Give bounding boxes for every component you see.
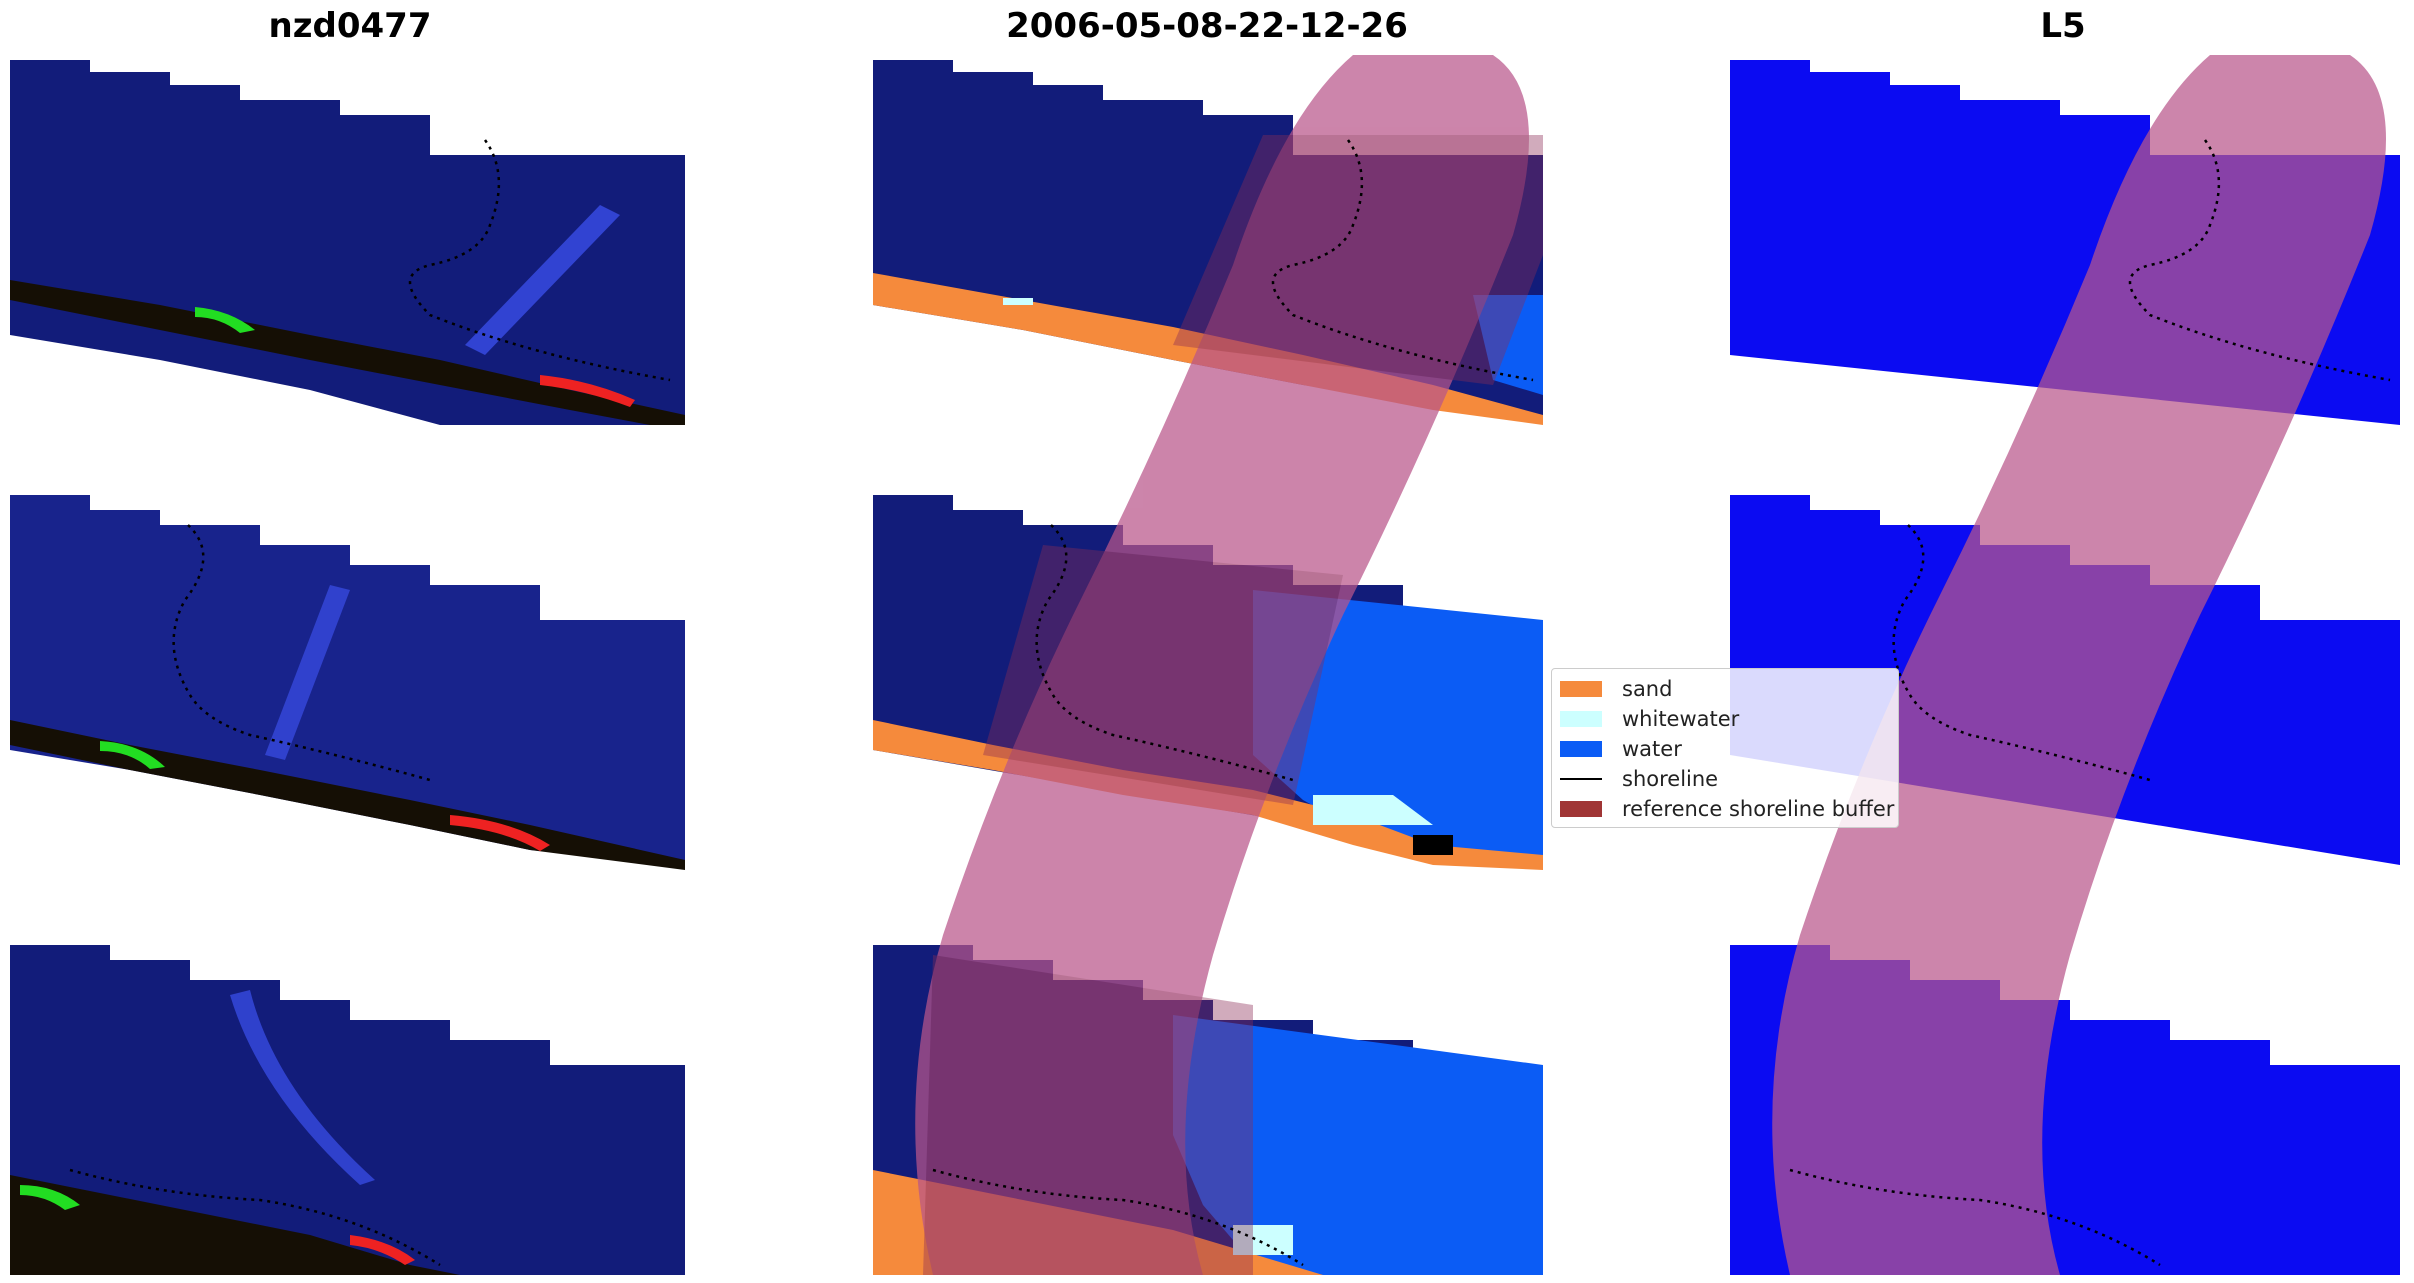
legend-label-sand: sand (1622, 677, 1673, 701)
rgb-strip-bottom (10, 945, 685, 1275)
legend-item-whitewater: whitewater (1560, 705, 1739, 733)
legend-item-water: water (1560, 735, 1682, 763)
reference-shoreline-buffer (915, 55, 1543, 1275)
shoreline-line-swatch (1560, 778, 1602, 780)
whitewater-swatch (1560, 711, 1602, 727)
legend-item-reference-shoreline-buffer: reference shoreline buffer (1560, 795, 1894, 823)
buffer-swatch (1560, 801, 1602, 817)
legend-item-sand: sand (1560, 675, 1672, 703)
l5-mndwi-panel (1730, 55, 2400, 1275)
water-swatch (1560, 741, 1602, 757)
panel-title-right: L5 (2040, 6, 2086, 46)
classified-image-panel (873, 55, 1543, 1275)
rgb-image-panel (10, 60, 685, 1275)
legend-label-shoreline: shoreline (1622, 767, 1719, 791)
classified-shoreline (932, 139, 1534, 1267)
sand-swatch (1560, 681, 1602, 697)
legend: sand whitewater water shoreline referenc… (1551, 668, 1899, 828)
rgb-strip-top (10, 60, 685, 425)
legend-label-whitewater: whitewater (1622, 707, 1740, 731)
legend-item-shoreline: shoreline (1560, 765, 1718, 793)
legend-label-water: water (1622, 737, 1682, 761)
l5-shoreline (1789, 139, 2391, 1267)
legend-label-buffer: reference shoreline buffer (1622, 797, 1895, 821)
panel-title-middle: 2006-05-08-22-12-26 (1006, 6, 1408, 46)
panel-title-left: nzd0477 (268, 6, 432, 46)
l5-reference-shoreline-buffer (1772, 55, 2386, 1275)
rgb-strip-middle (10, 495, 685, 870)
